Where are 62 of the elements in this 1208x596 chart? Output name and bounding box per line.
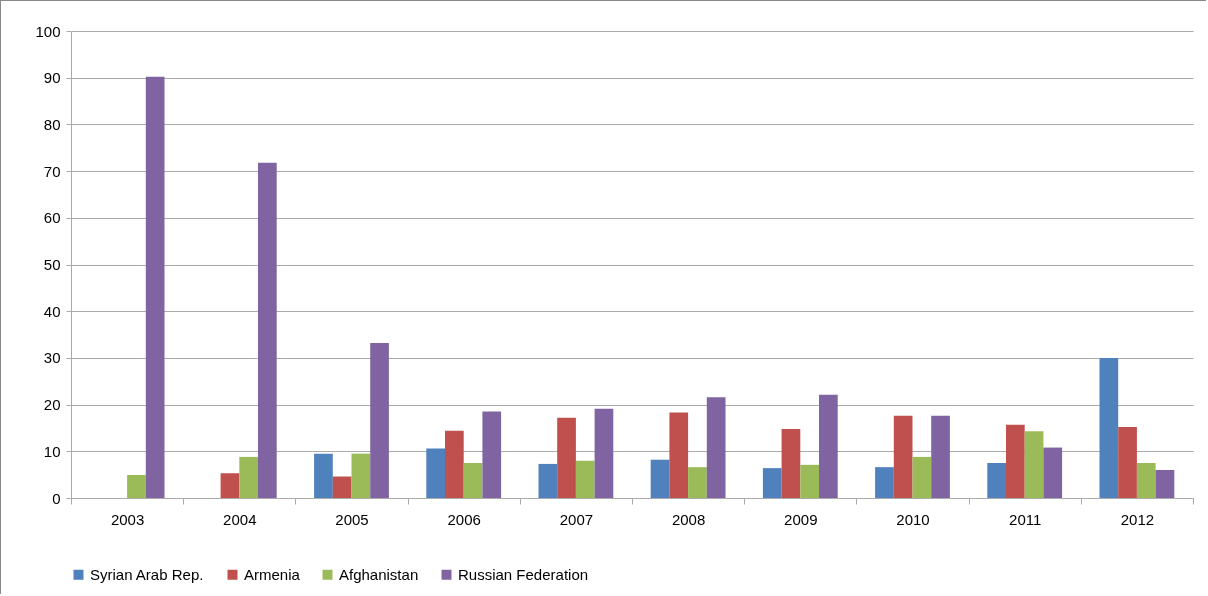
x-tick-label: 2003 [110, 510, 145, 528]
bar [463, 462, 483, 498]
bar [912, 456, 932, 498]
y-tick-label: 20 [43, 396, 61, 414]
x-tick-label: 2008 [671, 510, 706, 528]
bar [426, 448, 445, 498]
bar [688, 467, 707, 498]
bar [127, 475, 146, 498]
x-tick-label: 2012 [1120, 510, 1155, 528]
legend-label: Syrian Arab Rep. [90, 565, 204, 583]
bar [1043, 447, 1063, 498]
bar [258, 162, 277, 498]
y-tick-label: 100 [35, 22, 61, 40]
legend-label: Russian Federation [458, 565, 589, 583]
y-tick-label: 40 [43, 302, 61, 320]
bar [370, 342, 389, 498]
bar [669, 412, 689, 498]
bar [893, 415, 913, 498]
y-tick-label: 30 [43, 349, 61, 367]
bar [557, 417, 576, 498]
bar [800, 464, 819, 498]
bar [987, 462, 1006, 498]
bar [445, 430, 464, 498]
x-tick-label: 2007 [559, 510, 594, 528]
y-tick-label: 70 [43, 162, 61, 180]
bar [1024, 431, 1044, 498]
y-tick-label: 60 [43, 209, 61, 227]
x-tick-label: 2005 [335, 510, 369, 528]
bar [482, 411, 502, 498]
x-tick-label: 2010 [896, 510, 930, 528]
y-tick-label: 0 [52, 489, 61, 507]
bar [1155, 469, 1175, 498]
bar [706, 397, 726, 498]
x-tick-label: 2009 [784, 510, 818, 528]
bar [1006, 424, 1025, 498]
legend-label: Armenia [244, 565, 301, 583]
x-tick-label: 2006 [447, 510, 481, 528]
y-tick-label: 80 [43, 115, 61, 133]
y-tick-label: 90 [43, 69, 61, 87]
legend-label: Afghanistan [339, 565, 419, 583]
x-tick-label: 2011 [1009, 510, 1042, 528]
bar [314, 453, 333, 498]
bar [538, 463, 558, 498]
x-tick-label: 2004 [223, 510, 257, 528]
bar [781, 428, 801, 498]
bar [931, 415, 950, 498]
bar [819, 394, 838, 498]
bar [650, 459, 670, 498]
bar [1118, 427, 1137, 498]
bar [351, 453, 371, 498]
bar [875, 467, 894, 498]
bar [1099, 357, 1119, 498]
bar [762, 468, 782, 498]
bar [575, 460, 595, 498]
bar [332, 476, 352, 498]
bar [594, 408, 614, 498]
bar [1136, 462, 1156, 498]
y-tick-label: 10 [43, 442, 61, 460]
bar [220, 473, 240, 498]
bar [145, 76, 165, 498]
bar [239, 456, 258, 498]
y-tick-label: 50 [43, 256, 61, 273]
